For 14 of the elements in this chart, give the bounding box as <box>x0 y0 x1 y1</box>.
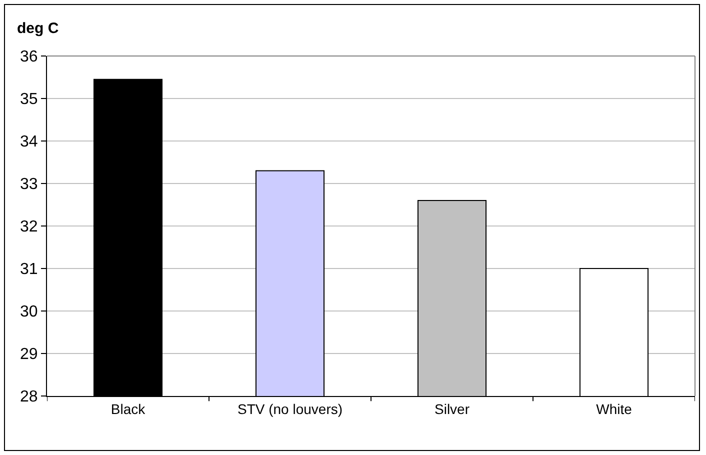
y-tick-label: 30 <box>20 304 38 321</box>
x-tick-label: Silver <box>434 400 470 417</box>
y-tick-label: 28 <box>20 388 38 406</box>
x-tick-label: STV (no louvers) <box>237 400 343 417</box>
y-tick-label: 32 <box>20 218 38 236</box>
y-tick-label: 36 <box>20 48 38 66</box>
x-tick-label: White <box>596 400 632 417</box>
y-tick-label: 35 <box>20 91 38 108</box>
y-tick-label: 31 <box>20 261 38 278</box>
y-tick-label: 33 <box>20 176 38 194</box>
x-tick-label: Black <box>110 400 146 417</box>
y-tick-label: 34 <box>20 134 38 151</box>
y-axis-title: deg C <box>17 20 59 37</box>
y-tick-label: 29 <box>20 346 38 364</box>
